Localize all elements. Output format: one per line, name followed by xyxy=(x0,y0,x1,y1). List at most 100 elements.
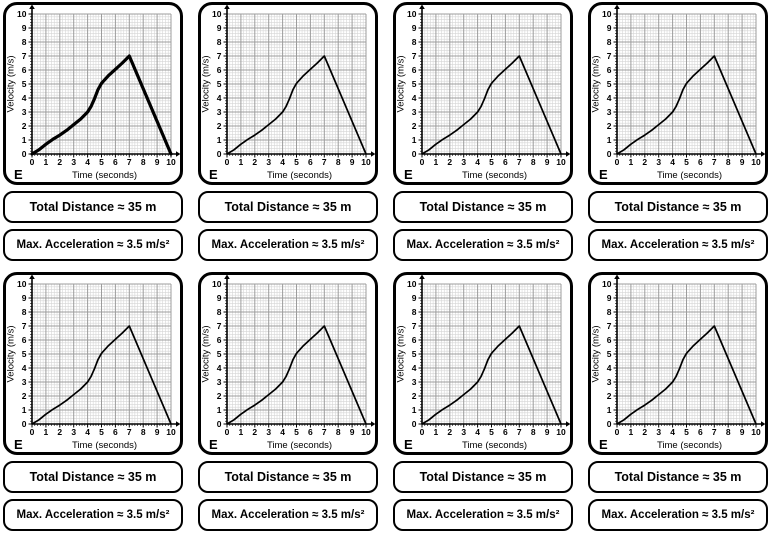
svg-text:6: 6 xyxy=(607,335,612,345)
svg-text:9: 9 xyxy=(607,293,612,303)
svg-text:0: 0 xyxy=(225,157,230,167)
velocity-time-graph-card: 0 1 2 3 4 5 6 7 8 9 10 0 1 2 3 4 5 6 7 8 9 10 Time (seconds) Ve… xyxy=(3,272,183,455)
svg-text:3: 3 xyxy=(607,107,612,117)
panel-letter: E xyxy=(209,167,218,182)
total-distance-label: Total Distance ≈ 35 m xyxy=(224,200,352,214)
velocity-time-graph-card: 0 1 2 3 4 5 6 7 8 9 10 0 1 2 3 4 5 6 7 8 9 10 Time (seconds) Ve… xyxy=(393,272,573,455)
panel-letter: E xyxy=(14,437,23,452)
svg-text:5: 5 xyxy=(607,79,612,89)
svg-text:6: 6 xyxy=(308,157,313,167)
svg-text:1: 1 xyxy=(44,157,49,167)
svg-text:2: 2 xyxy=(607,391,612,401)
svg-text:7: 7 xyxy=(127,427,132,437)
max-acceleration-box: Max. Acceleration ≈ 3.5 m/s² xyxy=(393,229,573,261)
svg-text:5: 5 xyxy=(684,157,689,167)
graph-panel: 0 1 2 3 4 5 6 7 8 9 10 0 1 2 3 4 5 6 7 8 9 10 Time (seconds) Ve… xyxy=(585,0,780,270)
svg-text:1: 1 xyxy=(217,135,222,145)
svg-text:4: 4 xyxy=(475,157,480,167)
svg-text:4: 4 xyxy=(412,363,417,373)
svg-text:1: 1 xyxy=(434,157,439,167)
svg-text:10: 10 xyxy=(556,157,566,167)
panel-letter: E xyxy=(209,437,218,452)
max-acceleration-label: Max. Acceleration ≈ 3.5 m/s² xyxy=(406,509,560,521)
svg-text:2: 2 xyxy=(217,121,222,131)
svg-text:5: 5 xyxy=(99,157,104,167)
svg-text:Time (seconds): Time (seconds) xyxy=(267,440,332,451)
svg-text:6: 6 xyxy=(113,157,118,167)
svg-text:1: 1 xyxy=(629,157,634,167)
svg-text:0: 0 xyxy=(22,149,27,159)
svg-text:2: 2 xyxy=(447,157,452,167)
svg-text:10: 10 xyxy=(751,157,761,167)
panel-letter: E xyxy=(599,437,608,452)
svg-text:Velocity (m/s): Velocity (m/s) xyxy=(6,325,17,382)
graph-panel: 0 1 2 3 4 5 6 7 8 9 10 0 1 2 3 4 5 6 7 8 9 10 Time (seconds) Ve… xyxy=(195,270,390,540)
svg-text:8: 8 xyxy=(607,37,612,47)
svg-text:8: 8 xyxy=(22,37,27,47)
svg-text:0: 0 xyxy=(412,149,417,159)
svg-text:1: 1 xyxy=(217,405,222,415)
svg-text:0: 0 xyxy=(412,419,417,429)
svg-text:0: 0 xyxy=(217,149,222,159)
svg-text:3: 3 xyxy=(217,107,222,117)
svg-text:Time (seconds): Time (seconds) xyxy=(462,170,527,181)
svg-text:10: 10 xyxy=(407,279,417,289)
svg-text:8: 8 xyxy=(531,157,536,167)
svg-text:7: 7 xyxy=(607,321,612,331)
svg-text:Time (seconds): Time (seconds) xyxy=(267,170,332,181)
svg-text:7: 7 xyxy=(517,157,522,167)
svg-text:7: 7 xyxy=(127,157,132,167)
svg-text:Velocity (m/s): Velocity (m/s) xyxy=(201,325,212,382)
svg-text:4: 4 xyxy=(85,427,90,437)
velocity-time-graph-card: 0 1 2 3 4 5 6 7 8 9 10 0 1 2 3 4 5 6 7 8 9 10 Time (seconds) Ve… xyxy=(393,2,573,185)
svg-text:2: 2 xyxy=(642,427,647,437)
svg-text:5: 5 xyxy=(684,427,689,437)
svg-text:3: 3 xyxy=(412,107,417,117)
svg-text:9: 9 xyxy=(155,427,160,437)
total-distance-box: Total Distance ≈ 35 m xyxy=(588,191,768,223)
svg-text:3: 3 xyxy=(461,157,466,167)
graph-panel: 0 1 2 3 4 5 6 7 8 9 10 0 1 2 3 4 5 6 7 8 9 10 Time (seconds) Ve… xyxy=(0,270,195,540)
svg-text:2: 2 xyxy=(22,391,27,401)
total-distance-box: Total Distance ≈ 35 m xyxy=(3,461,183,493)
svg-text:3: 3 xyxy=(412,377,417,387)
svg-text:5: 5 xyxy=(294,157,299,167)
total-distance-label: Total Distance ≈ 35 m xyxy=(29,470,157,484)
svg-text:3: 3 xyxy=(217,377,222,387)
svg-text:2: 2 xyxy=(607,121,612,131)
svg-text:9: 9 xyxy=(740,427,745,437)
svg-text:8: 8 xyxy=(607,307,612,317)
total-distance-box: Total Distance ≈ 35 m xyxy=(3,191,183,223)
svg-text:10: 10 xyxy=(602,9,612,19)
svg-text:2: 2 xyxy=(252,427,257,437)
panel-letter: E xyxy=(14,167,23,182)
svg-text:7: 7 xyxy=(217,321,222,331)
svg-text:9: 9 xyxy=(545,427,550,437)
svg-text:3: 3 xyxy=(22,377,27,387)
total-distance-label: Total Distance ≈ 35 m xyxy=(614,200,742,214)
svg-text:6: 6 xyxy=(503,427,508,437)
max-acceleration-label: Max. Acceleration ≈ 3.5 m/s² xyxy=(211,239,365,251)
svg-text:5: 5 xyxy=(607,349,612,359)
svg-text:2: 2 xyxy=(57,427,62,437)
svg-text:2: 2 xyxy=(412,121,417,131)
svg-text:5: 5 xyxy=(412,79,417,89)
svg-text:9: 9 xyxy=(412,23,417,33)
svg-text:2: 2 xyxy=(447,427,452,437)
svg-text:6: 6 xyxy=(503,157,508,167)
total-distance-label: Total Distance ≈ 35 m xyxy=(224,470,352,484)
svg-text:1: 1 xyxy=(44,427,49,437)
max-acceleration-box: Max. Acceleration ≈ 3.5 m/s² xyxy=(393,499,573,531)
svg-text:6: 6 xyxy=(308,427,313,437)
svg-text:6: 6 xyxy=(698,157,703,167)
max-acceleration-box: Max. Acceleration ≈ 3.5 m/s² xyxy=(588,499,768,531)
svg-text:7: 7 xyxy=(22,51,27,61)
svg-text:10: 10 xyxy=(407,9,417,19)
svg-text:10: 10 xyxy=(17,279,27,289)
graph-panel: 0 1 2 3 4 5 6 7 8 9 10 0 1 2 3 4 5 6 7 8 9 10 Time (seconds) Ve… xyxy=(0,0,195,270)
svg-text:3: 3 xyxy=(461,427,466,437)
svg-text:5: 5 xyxy=(412,349,417,359)
svg-text:3: 3 xyxy=(266,157,271,167)
